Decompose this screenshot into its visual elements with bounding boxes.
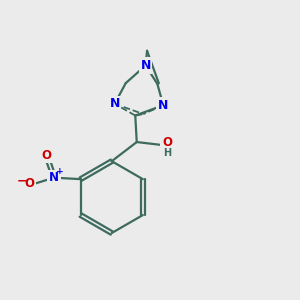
Text: H: H — [163, 148, 171, 158]
Text: +: + — [56, 167, 63, 176]
Text: O: O — [25, 177, 35, 190]
Text: N: N — [158, 99, 168, 112]
Text: N: N — [140, 59, 151, 72]
Text: −: − — [17, 175, 28, 188]
Text: N: N — [49, 171, 59, 184]
Text: O: O — [162, 136, 172, 149]
Text: O: O — [42, 148, 52, 161]
Text: N: N — [110, 97, 120, 110]
